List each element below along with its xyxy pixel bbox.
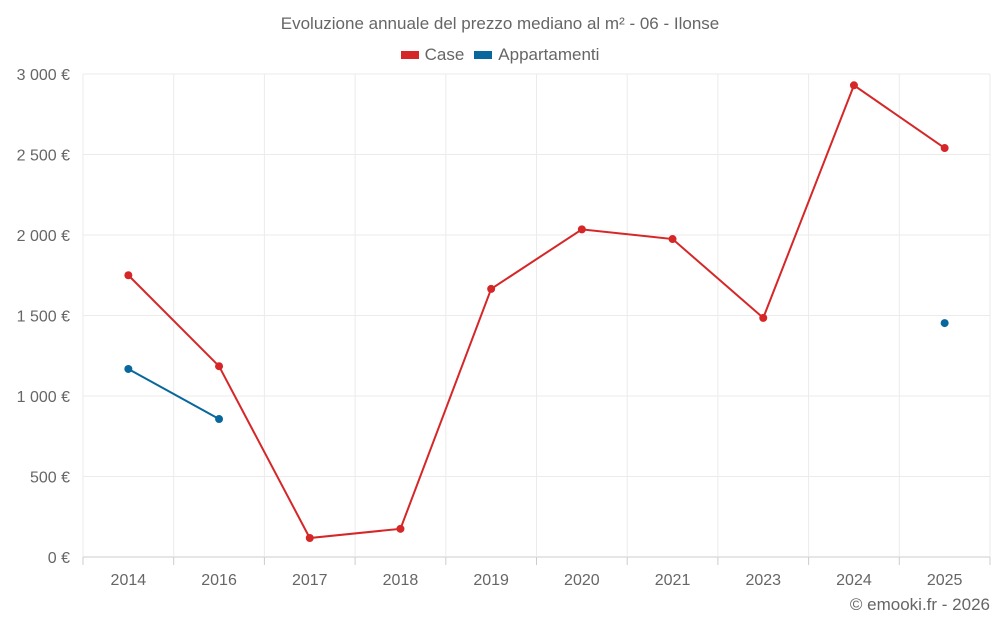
x-tick-label: 2016 xyxy=(201,572,237,589)
series-line-case xyxy=(127,83,946,540)
x-tick-label: 2017 xyxy=(292,572,328,589)
data-point-case xyxy=(396,524,405,533)
x-tick-label: 2018 xyxy=(383,572,419,589)
x-tick-label: 2019 xyxy=(473,572,509,589)
y-tick-label: 500 € xyxy=(30,470,70,487)
data-point-case xyxy=(577,225,586,234)
y-tick-label: 1 000 € xyxy=(17,389,70,406)
x-tick-label: 2025 xyxy=(927,572,963,589)
data-point-case xyxy=(305,534,314,543)
legend-swatch-appartamenti xyxy=(474,51,493,59)
legend-item-case[interactable]: Case xyxy=(400,45,465,65)
credit: © emooki.fr - 2026 xyxy=(849,595,990,614)
legend-item-appartamenti[interactable]: Appartamenti xyxy=(474,45,599,65)
x-tick-label: 2021 xyxy=(655,572,691,589)
data-point-appartamenti xyxy=(215,415,224,424)
data-point-case xyxy=(124,271,133,280)
x-tick-label: 2014 xyxy=(111,572,147,589)
y-tick-label: 1 500 € xyxy=(17,309,70,326)
legend: Case Appartamenti xyxy=(0,45,1000,65)
y-tick-label: 3 000 € xyxy=(17,67,70,84)
legend-swatch-case xyxy=(400,51,419,59)
data-point-case xyxy=(487,284,496,293)
x-tick-label: 2020 xyxy=(564,572,600,589)
data-point-appartamenti xyxy=(940,319,949,328)
x-tick-label: 2023 xyxy=(745,572,781,589)
legend-label-appartamenti: Appartamenti xyxy=(498,45,600,64)
data-point-case xyxy=(849,81,858,90)
data-point-appartamenti xyxy=(124,364,133,373)
y-tick-label: 0 € xyxy=(48,550,70,567)
series-line-appartamenti xyxy=(127,368,220,420)
data-point-case xyxy=(759,313,768,322)
x-tick-label: 2024 xyxy=(836,572,872,589)
data-point-case xyxy=(215,362,224,371)
y-tick-label: 2 500 € xyxy=(17,148,70,165)
data-point-case xyxy=(940,144,949,153)
y-tick-label: 2 000 € xyxy=(17,228,70,245)
chart-title: Evoluzione annuale del prezzo mediano al… xyxy=(280,14,720,33)
legend-label-case: Case xyxy=(424,45,465,64)
data-point-case xyxy=(668,235,677,244)
